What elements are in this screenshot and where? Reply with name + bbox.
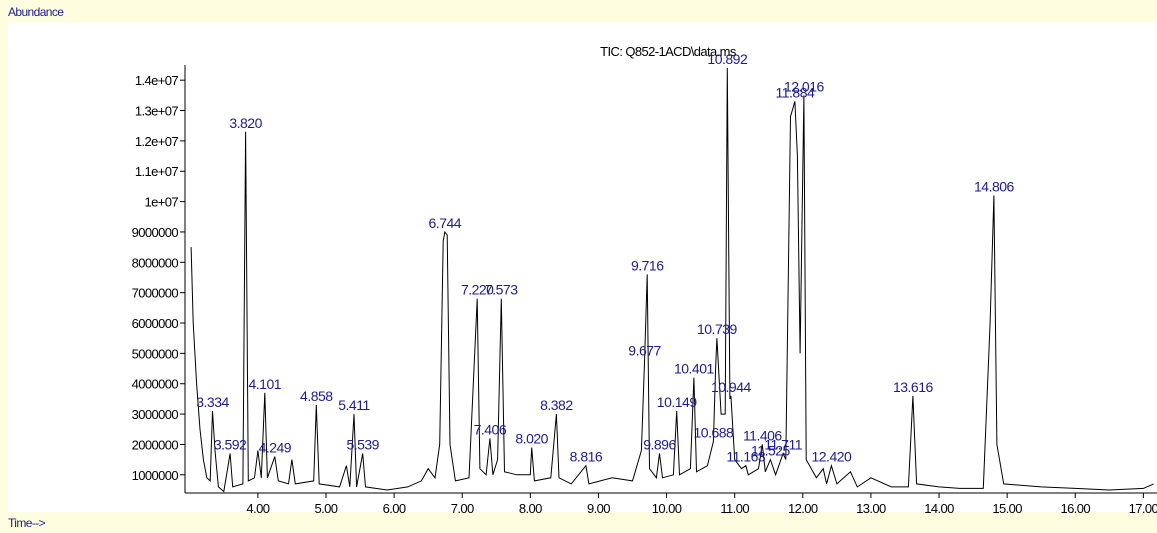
peak-label: 4.101 [248,376,281,392]
y-tick-label: 1.1e+07 [135,164,179,179]
peak-label: 3.820 [229,115,262,131]
x-tick-label: 12.00 [788,501,818,516]
peak-label: 10.739 [697,321,738,337]
peak-label: 11.884 [776,84,815,100]
y-tick-label: 1.4e+07 [135,73,179,88]
y-tick-label: 8000000 [132,255,179,270]
peak-label: 9.896 [643,437,676,453]
peak-label: 11.711 [764,437,802,453]
peak-label: 7.220 [461,282,494,298]
peak-label: 8.816 [570,449,603,465]
peak-label: 10.688 [694,424,735,440]
x-tick-label: 7.00 [451,501,474,516]
tic-trace [190,67,1154,493]
plot-panel [8,22,1157,512]
x-tick-label: 6.00 [383,501,406,516]
peak-label: 5.411 [338,397,370,413]
peak-label: 11.406 [743,427,782,443]
y-tick-label: 9000000 [132,225,179,240]
x-tick-label: 11.00 [720,501,749,516]
y-tick-label: 5000000 [132,346,179,361]
x-axis-label: Time--> [8,516,46,530]
y-tick-label: 1e+07 [144,195,178,210]
y-tick-label: 3000000 [132,407,179,422]
x-tick-label: 16.00 [1060,501,1090,516]
peak-label: 11.525 [751,443,790,459]
x-tick-label: 15.00 [992,501,1022,516]
x-tick-label: 9.00 [587,501,610,516]
peak-label: 7.406 [474,421,507,437]
y-tick-label: 2000000 [132,437,179,452]
peak-label: 3.334 [196,394,229,410]
peak-label: 9.716 [631,257,664,273]
chart-title: TIC: Q852-1ACD\data.ms [600,44,737,59]
y-tick-label: 1.3e+07 [135,104,179,119]
peak-label: 8.382 [540,397,573,413]
x-tick-label: 5.00 [315,501,338,516]
peak-label: 10.401 [674,361,715,377]
peak-label: 7.573 [485,282,518,298]
peak-label: 14.806 [974,179,1015,195]
x-tick-label: 13.00 [856,501,886,516]
x-tick-label: 4.00 [246,501,269,516]
peak-label: 13.616 [893,379,934,395]
peak-label: 5.539 [346,437,379,453]
peak-label: 4.858 [300,388,333,404]
peak-label: 9.677 [628,342,661,358]
y-tick-label: 1.2e+07 [135,134,179,149]
y-axis-label: Abundance [8,5,64,19]
y-tick-label: 6000000 [132,316,179,331]
x-tick-label: 8.00 [519,501,542,516]
peak-label: 11.163 [726,449,765,465]
x-tick-label: 14.00 [924,501,954,516]
peak-label: 10.944 [711,379,752,395]
peak-label: 12.420 [811,449,852,465]
peak-label: 4.249 [259,440,292,456]
x-tick-label: 17.00 [1129,501,1157,516]
y-tick-label: 7000000 [132,286,179,301]
peak-label: 3.592 [214,437,247,453]
y-tick-label: 1000000 [132,468,179,483]
peak-label: 6.744 [429,215,462,231]
peak-label: 12.016 [784,78,825,94]
peak-label: 8.020 [515,430,548,446]
x-tick-label: 10.00 [652,501,682,516]
peak-label: 10.892 [707,51,748,67]
y-tick-label: 4000000 [132,377,179,392]
peak-label: 10.149 [657,394,698,410]
